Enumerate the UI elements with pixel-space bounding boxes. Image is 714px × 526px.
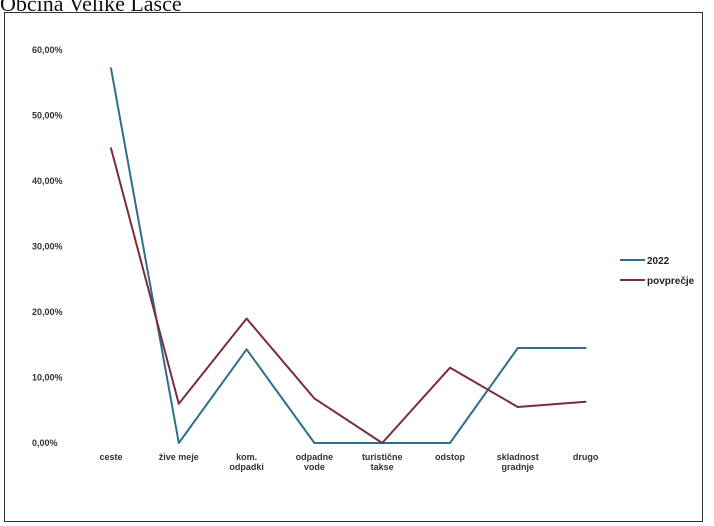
x-tick-label: drugo (573, 452, 599, 462)
x-axis-ticks: ceste žive meje kom. odpadki odpadne vode turi… (99, 452, 598, 472)
y-axis-ticks: 0,00% 10,00% 20,00% 30,00% 40,00% 50,00% 60,00… (32, 45, 63, 448)
x-tick-label: ceste (99, 452, 122, 462)
y-tick-label: 10,00% (32, 373, 63, 383)
line-chart: 0,00% 10,00% 20,00% 30,00% 40,00% 50,00% 60,00… (32, 45, 695, 472)
y-tick-label: 60,00% (32, 45, 63, 55)
legend-label: povprečje (647, 276, 695, 287)
x-tick-label: žive meje (159, 452, 199, 462)
chart-frame: 0,00% 10,00% 20,00% 30,00% 40,00% 50,00% 60,00… (4, 12, 703, 522)
y-tick-label: 20,00% (32, 307, 63, 317)
series-line-2022 (110, 67, 587, 444)
y-tick-label: 40,00% (32, 176, 63, 186)
y-tick-label: 0,00% (32, 438, 58, 448)
y-tick-label: 30,00% (32, 242, 63, 252)
x-tick-label: kom. odpadki (229, 452, 264, 472)
y-tick-label: 50,00% (32, 111, 63, 121)
x-tick-label: turistične takse (362, 452, 403, 472)
legend: 2022 povprečje (620, 256, 695, 287)
series-lines (110, 67, 587, 444)
x-tick-label: odstop (435, 452, 465, 462)
series-line-povprečje (110, 147, 587, 444)
x-tick-label: skladnost gradnje (497, 452, 539, 472)
x-tick-label: odpadne vode (296, 452, 334, 472)
legend-label: 2022 (647, 256, 670, 267)
